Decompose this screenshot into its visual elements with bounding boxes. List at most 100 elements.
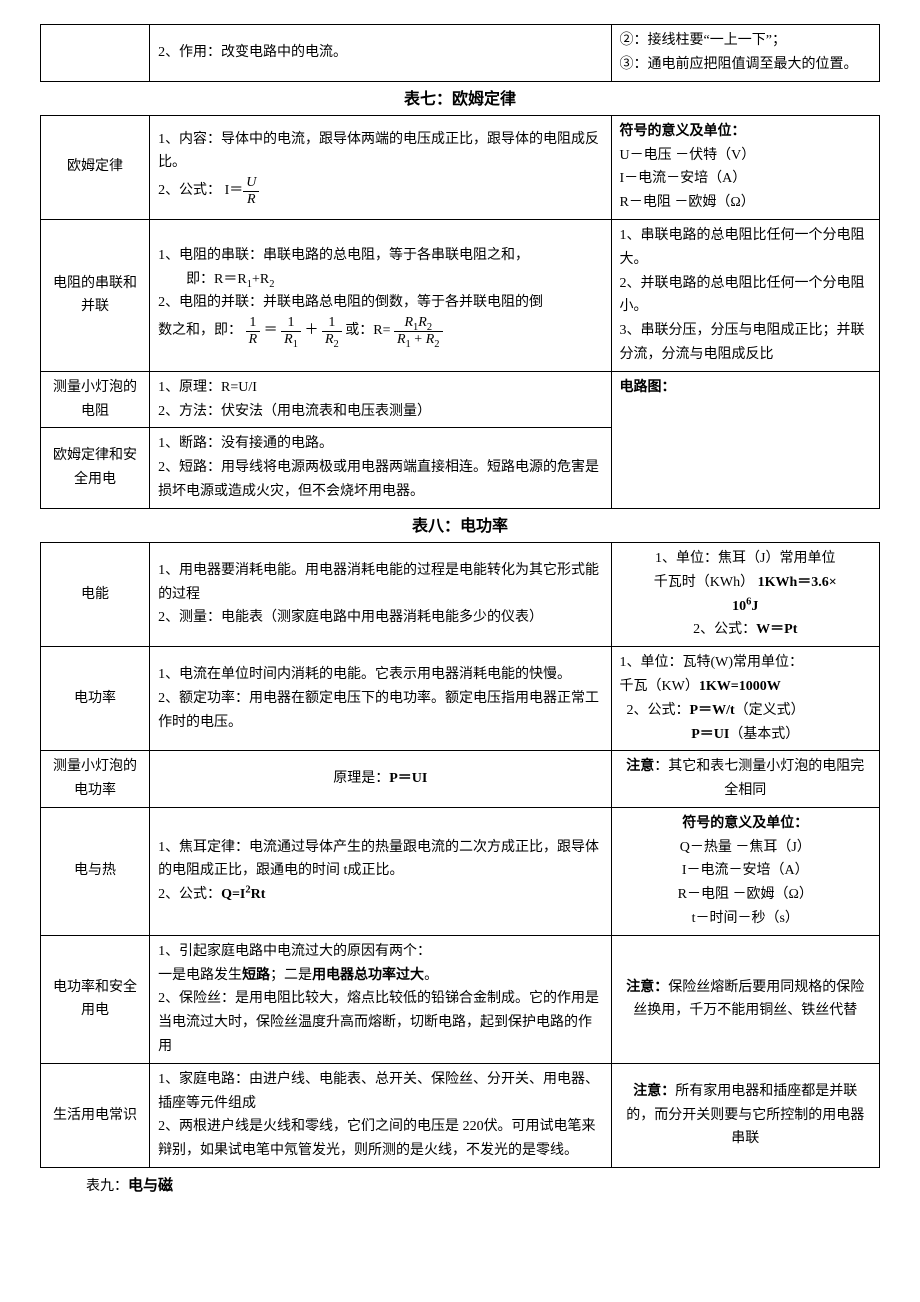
t7-sp-side: 1、串联电路的总电阻比任何一个分电阻大。 2、并联电路的总电阻比任何一个分电阻小… <box>611 219 879 371</box>
t8-mp-prefix: 原理是： <box>333 771 389 786</box>
t8-mp-side-text: ：其它和表七测量小灯泡的电阻完全相同 <box>654 759 864 798</box>
t8-h-s4: t－时间－秒（s） <box>692 911 799 926</box>
t7-sp-f3da: R <box>325 332 334 347</box>
t7-sp-l1: 1、电阻的串联：串联电路的总电阻，等于各串联电阻之和， <box>158 248 529 263</box>
t7-ohm-formula: I＝UR <box>225 183 260 198</box>
t8-e-s2b: 1KWh＝3.6× <box>758 575 837 590</box>
t7-sp-f4n: R1R2 <box>394 315 443 331</box>
t8-l-l1: 1、家庭电路：由进户线、电能表、总开关、保险丝、分开关、用电器、插座等元件组成 <box>158 1072 599 1111</box>
t7-sp-f3n: 1 <box>322 315 342 331</box>
t7-os-main: 1、断路：没有接通的电路。 2、短路：用导线将电源两极或用电器两端直接相连。短路… <box>150 428 611 508</box>
table8-caption: 表八：电功率 <box>40 509 880 542</box>
t8-h-side-title: 符号的意义及单位： <box>682 816 808 831</box>
t7-sp-f2ds: 1 <box>293 338 298 349</box>
t8-h-s2: I－电流－安培（A） <box>682 863 809 878</box>
t8-l-notice: 注意： <box>633 1084 675 1099</box>
t8-h-l2fb: Rt <box>251 887 266 902</box>
t8-e-s1: 1、单位：焦耳（J）常用单位 <box>655 551 835 566</box>
t7-ohm-side: 符号的意义及单位： U－电压 －伏特（V） I－电流－安培（A） R－电阻 －欧… <box>611 115 879 219</box>
t8-p-l1: 1、电流在单位时间内消耗的电能。它表示用电器消耗电能的快慢。 <box>158 667 571 682</box>
t7-sp-f1d: R <box>246 332 261 347</box>
t7-sp-or: 或：R= <box>345 323 390 338</box>
t7-ohm-formula-I: I＝ <box>225 183 244 198</box>
table7: 欧姆定律 1、内容：导体中的电流，跟导体两端的电压成正比，跟导体的电阻成反比。 … <box>40 115 880 509</box>
t7-sp-label: 电阻的串联和并联 <box>41 219 150 371</box>
t8-ps-label: 电功率和安全用电 <box>41 935 150 1063</box>
top-right-line-2: ③：通电前应把阻值调至最大的位置。 <box>620 57 858 72</box>
t7-sp-f2d: R1 <box>281 332 301 347</box>
t8-p-s3b: P＝W/t <box>690 703 735 718</box>
t8-mp-formula: P＝UI <box>389 771 427 786</box>
t7-ohm-label: 欧姆定律 <box>41 115 150 219</box>
t8-e-l1: 1、用电器要消耗电能。用电器消耗电能的过程是电能转化为其它形式能的过程 <box>158 563 599 602</box>
t7-ohm-side-title: 符号的意义及单位： <box>620 124 746 139</box>
table9-title: 电与磁 <box>128 1178 173 1194</box>
t8-l-main: 1、家庭电路：由进户线、电能表、总开关、保险丝、分开关、用电器、插座等元件组成 … <box>150 1063 611 1167</box>
t8-ps-side: 注意：保险丝熔断后要用同规格的保险丝换用，千万不能用铜丝、铁丝代替 <box>611 935 879 1063</box>
t7-ohm-side-l3: R－电阻 －欧姆（Ω） <box>620 195 755 210</box>
t7-sp-f4db: R <box>426 332 435 347</box>
t8-h-side: 符号的意义及单位： Q－热量 －焦耳（J） I－电流－安培（A） R－电阻 －欧… <box>611 807 879 935</box>
t8-ps-main: 1、引起家庭电路中电流过大的原因有两个： 一是电路发生短路；二是用电器总功率过大… <box>150 935 611 1063</box>
t8-p-s2a: 千瓦（KW） <box>620 679 699 694</box>
t8-e-label: 电能 <box>41 542 150 646</box>
t7-ohm-frac-num: U <box>243 175 259 191</box>
t7-mr-l1: 1、原理：R=U/I <box>158 380 257 395</box>
t8-p-s4a: P＝UI <box>691 727 729 742</box>
t8-h-s3: R－电阻 －欧姆（Ω） <box>678 887 813 902</box>
t8-l-l2b: 220 <box>463 1119 484 1134</box>
t7-ohm-main-l1: 1、内容：导体中的电流，跟导体两端的电压成正比，跟导体的电阻成反比。 <box>158 132 599 171</box>
t7-mr-side: 电路图： <box>611 371 879 508</box>
t7-sp-l1b-s2: 2 <box>269 278 274 289</box>
t7-mr-main: 1、原理：R=U/I 2、方法：伏安法（用电流表和电压表测量） <box>150 371 611 428</box>
t7-os-l2: 2、短路：用导线将电源两极或用电器两端直接相连。短路电源的危害是损坏电源或造成火… <box>158 460 599 499</box>
t8-ps-side-text: 保险丝熔断后要用同规格的保险丝换用，千万不能用铜丝、铁丝代替 <box>633 980 864 1019</box>
t8-h-l1: 1、焦耳定律：电流通过导体产生的热量跟电流的二次方成正比，跟导体的电阻成正比，跟… <box>158 840 599 879</box>
t8-h-s1: Q－热量 －焦耳（J） <box>680 840 811 855</box>
t7-ohm-side-l2: I－电流－安培（A） <box>620 171 747 186</box>
t7-mr-label: 测量小灯泡的电阻 <box>41 371 150 428</box>
t7-sp-f2da: R <box>284 332 293 347</box>
t8-p-l2: 2、额定功率：用电器在额定电压下的电功率。额定电压指用电器正常工作时的电压。 <box>158 691 599 730</box>
t8-p-label: 电功率 <box>41 647 150 751</box>
t8-l-label: 生活用电常识 <box>41 1063 150 1167</box>
table7-caption: 表七：欧姆定律 <box>40 82 880 115</box>
top-left-cell <box>41 25 150 82</box>
t7-sp-side-l3: 3、串联分压，分压与电阻成正比；并联分流，分流与电阻成反比 <box>620 323 865 362</box>
t7-sp-l2b: 数之和，即： <box>158 323 242 338</box>
t8-h-l2: 2、公式： <box>158 887 221 902</box>
t8-l-l2a: 2、两根进户线是火线和零线，它们之间的电压是 <box>158 1119 463 1134</box>
t8-h-l2fa: Q=I <box>221 887 245 902</box>
t7-os-label: 欧姆定律和安全用电 <box>41 428 150 508</box>
t7-sp-l1b-plus: +R <box>252 272 269 287</box>
t7-sp-f4d: R1 + R2 <box>394 332 443 347</box>
t8-e-l2: 2、测量：电能表（测家庭电路中用电器消耗电能多少的仪表） <box>158 610 543 625</box>
top-right-line-1: ②：接线柱要“一上一下”； <box>620 33 786 48</box>
t8-p-side: 1、单位：瓦特(W)常用单位： 千瓦（KW）1KW=1000W 2、公式：P＝W… <box>611 647 879 751</box>
table9-label: 表九：电与磁 <box>40 1168 880 1200</box>
t7-sp-f2n: 1 <box>281 315 301 331</box>
t7-ohm-frac-den: R <box>243 192 259 207</box>
t8-ps-l1: 1、引起家庭电路中电流过大的原因有两个： <box>158 944 431 959</box>
t8-ps-l2d: 用电器总功率过大 <box>312 968 424 983</box>
t7-sp-f4dp: + <box>411 332 426 347</box>
table9-prefix: 表九： <box>86 1179 128 1194</box>
top-fragment-table: 2、作用：改变电路中的电流。 ②：接线柱要“一上一下”； ③：通电前应把阻值调至… <box>40 24 880 82</box>
t7-os-l1: 1、断路：没有接通的电路。 <box>158 436 333 451</box>
t7-ohm-main-l2: 2、公式： <box>158 183 221 198</box>
t7-sp-side-l2: 2、并联电路的总电阻比任何一个分电阻小。 <box>620 276 865 315</box>
t8-e-s3a: 10 <box>732 599 746 614</box>
t8-ps-l2c: ；二是 <box>270 968 312 983</box>
t7-sp-l1b-p: 即：R＝R <box>186 272 247 287</box>
t8-mp-notice: 注意 <box>626 759 654 774</box>
t7-sp-l2: 2、电阻的并联：并联电路总电阻的倒数，等于各并联电阻的倒 <box>158 295 543 310</box>
t8-p-s4b: （基本式） <box>729 727 799 742</box>
t8-mp-side: 注意：其它和表七测量小灯泡的电阻完全相同 <box>611 751 879 808</box>
t7-sp-eq: ＝ <box>264 323 278 338</box>
t8-p-main: 1、电流在单位时间内消耗的电能。它表示用电器消耗电能的快慢。 2、额定功率：用电… <box>150 647 611 751</box>
t7-mr-l2: 2、方法：伏安法（用电流表和电压表测量） <box>158 404 431 419</box>
t8-mp-main: 原理是：P＝UI <box>150 751 611 808</box>
t7-sp-f4na: R <box>404 315 413 330</box>
t7-sp-f4da: R <box>397 332 406 347</box>
t7-sp-f3ds: 2 <box>334 338 339 349</box>
